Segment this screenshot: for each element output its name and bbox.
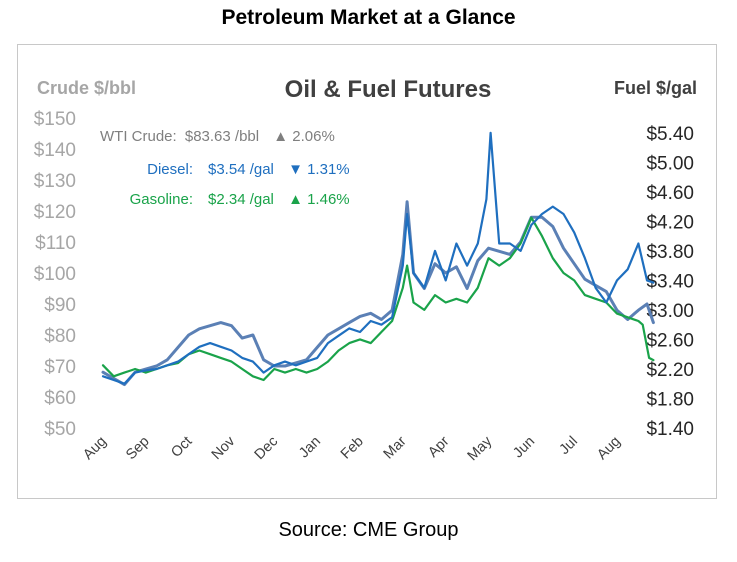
left-tick-label: $120 [34,202,76,223]
right-tick-label: $2.60 [646,330,694,351]
x-tick-label: Sep [123,434,153,464]
annotation-diesel-change: 1.31% [307,161,350,178]
x-axis-ticks: Aug Sep Oct Nov Dec Jan Feb Mar Apr May Jun Jul Aug [80,433,624,464]
right-tick-label: $4.60 [646,183,694,204]
x-tick-label: Dec [252,434,282,464]
chart-frame [17,44,717,499]
left-axis-ticks: $50 $60 $70 $80 $90 $100 $110 $120 $130 $140 $150 [34,109,76,440]
svg-text:WTI Crude: $83.63 /bbl: WTI Crude: $83.63 /bbl ▲ 2.06% [100,128,335,145]
right-tick-label: $3.40 [646,271,694,292]
left-tick-label: $100 [34,264,76,285]
left-tick-label: $130 [34,171,76,192]
page-title: Petroleum Market at a Glance [221,6,516,29]
left-tick-label: $50 [44,419,76,440]
x-tick-label: Mar [381,433,410,462]
right-axis-title: Fuel $/gal [614,78,697,98]
annotation-gasoline-value: $2.34 /gal [208,191,274,208]
x-tick-label: Jan [296,434,324,462]
x-tick-label: Jul [557,434,581,458]
right-tick-label: $4.20 [646,212,694,233]
x-tick-label: Aug [594,434,624,464]
x-tick-label: Oct [168,434,195,461]
chart-title: Oil & Fuel Futures [285,76,492,103]
annotation-gasoline-label: Gasoline: [130,191,193,208]
annotation-diesel-arrow: ▼ [288,161,303,178]
annotation-crude-label: WTI Crude: [100,128,177,145]
right-tick-label: $1.40 [646,419,694,440]
left-tick-label: $110 [35,233,76,254]
left-tick-label: $80 [44,326,76,347]
svg-text:$2.34 /gal ▲ 1.46%: $2.34 /gal ▲ 1.46% [208,191,350,208]
left-tick-label: $60 [44,388,76,409]
x-tick-label: May [465,433,496,464]
left-tick-label: $90 [44,295,76,316]
left-tick-label: $70 [44,357,76,378]
annotation-crude: WTI Crude: $83.63 /bbl ▲ 2.06% [100,128,335,145]
left-axis-title: Crude $/bbl [37,78,136,98]
x-tick-label: Nov [209,433,239,463]
x-tick-label: Aug [80,434,110,464]
series-lines [101,131,655,387]
x-tick-label: Jun [510,434,538,462]
left-tick-label: $150 [34,109,76,130]
right-tick-label: $2.20 [646,360,694,381]
right-axis-ticks: $1.40 $1.80 $2.20 $2.60 $3.00 $3.40 $3.80 $4.20… [646,124,694,440]
annotation-diesel: Diesel: $3.54 /gal ▼ 1.31% [147,161,350,178]
annotation-gasoline: Gasoline: $2.34 /gal ▲ 1.46% [130,191,350,208]
x-tick-label: Feb [338,434,367,463]
annotation-crude-change: 2.06% [292,128,335,145]
right-tick-label: $3.80 [646,242,694,263]
annotation-gasoline-arrow: ▲ [288,191,303,208]
series-line-diesel [101,131,655,385]
right-tick-label: $1.80 [646,389,694,410]
annotation-gasoline-change: 1.46% [307,191,350,208]
source-caption: Source: CME Group [278,519,459,541]
annotation-crude-arrow: ▲ [273,128,288,145]
series-line-gasoline [101,216,655,382]
x-tick-label: Apr [425,433,452,460]
right-tick-label: $3.00 [646,301,694,322]
right-tick-label: $5.40 [646,124,694,145]
series-line-wti-crude [101,200,655,387]
annotation-crude-value: $83.63 /bbl [185,128,259,145]
annotation-diesel-value: $3.54 /gal [208,161,274,178]
annotation-diesel-label: Diesel: [147,161,193,178]
left-tick-label: $140 [34,140,76,161]
right-tick-label: $5.00 [646,153,694,174]
svg-text:$3.54 /gal ▼ 1.31%: $3.54 /gal ▼ 1.31% [208,161,350,178]
